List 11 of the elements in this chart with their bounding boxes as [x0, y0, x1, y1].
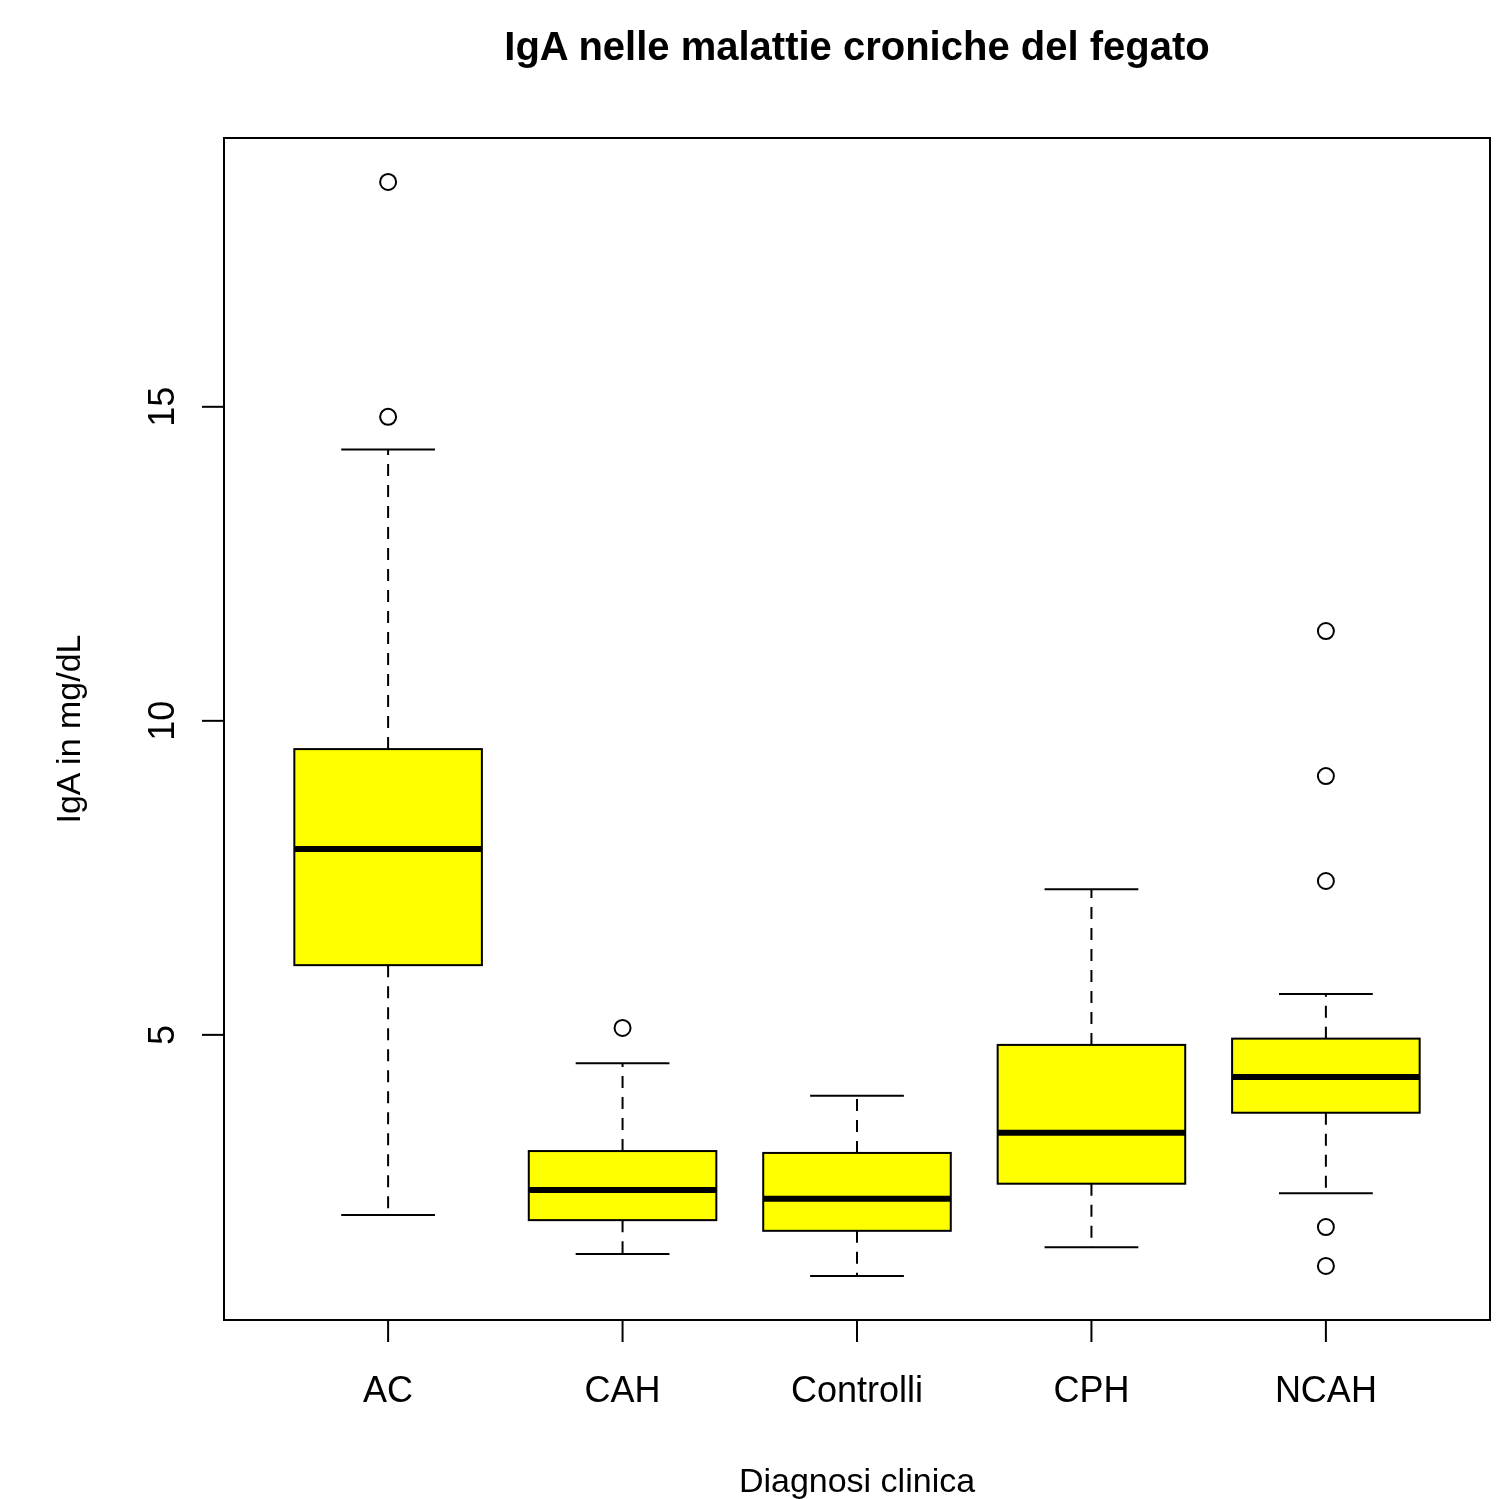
x-tick-label: CAH	[584, 1369, 661, 1410]
x-tick-label: AC	[363, 1369, 414, 1410]
x-tick-label: CPH	[1053, 1369, 1130, 1410]
x-tick-label: NCAH	[1274, 1369, 1377, 1410]
y-tick-label: 15	[141, 386, 182, 427]
x-axis-title: Diagnosi clinica	[738, 1461, 976, 1499]
x-tick-label: Controlli	[790, 1369, 924, 1410]
y-tick-label: 10	[141, 700, 182, 741]
y-tick-label: 5	[141, 1024, 182, 1045]
chart-title: IgA nelle malattie croniche del fegato	[504, 24, 1210, 68]
y-axis-title: IgA in mg/dL	[49, 634, 87, 824]
